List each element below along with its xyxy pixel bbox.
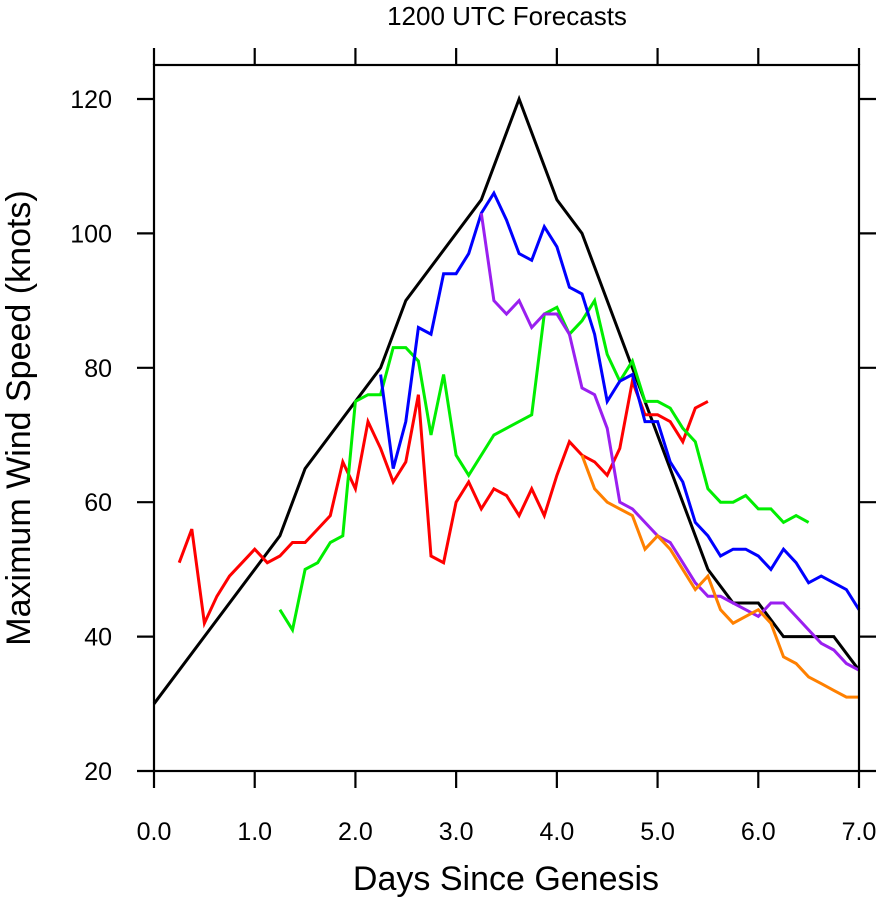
chart-title: 1200 UTC Forecasts: [387, 1, 627, 31]
x-tick-label: 7.0: [842, 818, 877, 846]
series-line-forecast-blue: [379, 189, 861, 611]
series-line-forecast-red: [177, 375, 709, 629]
y-tick-label: 120: [70, 86, 112, 114]
y-tick-label: 20: [84, 758, 112, 786]
series-layer: [152, 94, 861, 705]
plot-frame: [152, 63, 861, 773]
x-tick-label: 2.0: [338, 818, 373, 846]
x-tick-labels: 0.0 1.0 2.0 3.0 4.0 5.0 6.0 7.0: [137, 818, 877, 846]
y-tick-label: 60: [84, 489, 112, 517]
x-tick-label: 5.0: [640, 818, 675, 846]
x-tick-label: 0.0: [137, 818, 172, 846]
series-line-observed: [152, 94, 861, 705]
y-tick-label: 40: [84, 624, 112, 652]
y-axis-label: Maximum Wind Speed (knots): [0, 190, 38, 645]
tick-layer: [137, 48, 876, 788]
series-line-forecast-purple: [479, 212, 860, 672]
x-tick-label: 1.0: [237, 818, 272, 846]
x-tick-label: 4.0: [539, 818, 574, 846]
y-tick-label: 80: [84, 355, 112, 383]
y-tick-labels: 20 40 60 80 100 120: [70, 86, 112, 786]
x-tick-label: 6.0: [741, 818, 776, 846]
y-tick-label: 100: [70, 220, 112, 248]
series-line-forecast-green: [278, 296, 810, 634]
x-tick-label: 3.0: [439, 818, 474, 846]
series-line-forecast-orange: [580, 454, 859, 699]
x-axis-label: Days Since Genesis: [353, 860, 659, 898]
